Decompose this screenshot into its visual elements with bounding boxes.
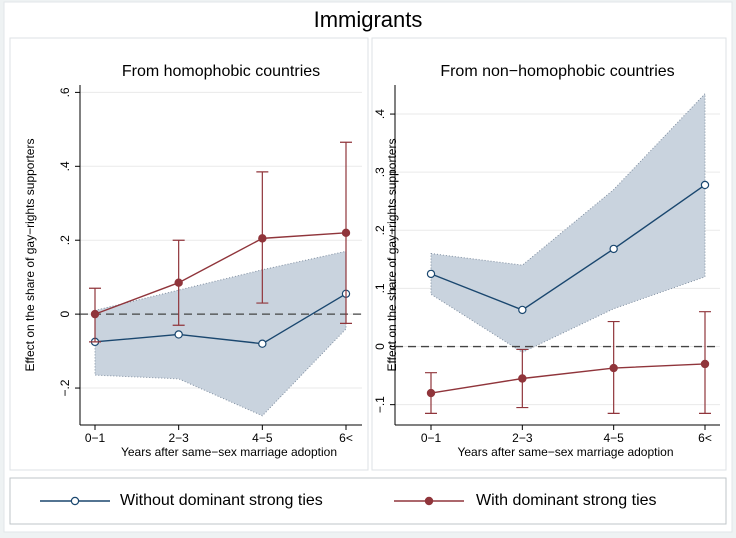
x-tick-label: 0−1 bbox=[421, 431, 442, 445]
x-axis-title: Years after same−sex marriage adoption bbox=[457, 445, 673, 459]
confidence-band bbox=[430, 92, 706, 353]
x-tick-label: 6< bbox=[339, 431, 353, 445]
y-tick-label: 0 bbox=[373, 343, 387, 350]
confidence-band bbox=[94, 250, 347, 417]
x-tick-label: 0−1 bbox=[85, 431, 106, 445]
x-axis-title: Years after same−sex marriage adoption bbox=[121, 445, 337, 459]
y-tick-label: .4 bbox=[373, 109, 387, 119]
point bbox=[518, 374, 527, 383]
y-tick-label: .1 bbox=[373, 283, 387, 293]
series-line bbox=[94, 293, 347, 345]
y-tick-label: 0 bbox=[58, 310, 72, 317]
point bbox=[258, 234, 267, 243]
point bbox=[700, 359, 710, 369]
subtitle: From homophobic countries bbox=[122, 63, 320, 80]
point bbox=[174, 330, 183, 339]
series-line bbox=[430, 184, 706, 311]
point bbox=[426, 388, 436, 398]
subtitle: From non−homophobic countries bbox=[440, 63, 674, 80]
y-tick-label: .6 bbox=[58, 87, 72, 97]
point bbox=[700, 180, 710, 190]
x-tick-label: 4−5 bbox=[252, 431, 273, 445]
legend-label: Without dominant strong ties bbox=[120, 492, 323, 509]
point bbox=[90, 309, 100, 319]
legend-marker bbox=[70, 496, 80, 506]
y-tick-label: −.1 bbox=[373, 396, 387, 413]
x-tick-label: 2−3 bbox=[512, 431, 533, 445]
series-line bbox=[430, 363, 706, 394]
legend-label: With dominant strong ties bbox=[476, 492, 657, 509]
legend-marker bbox=[424, 496, 434, 506]
panel bbox=[9, 37, 369, 471]
point bbox=[426, 269, 436, 279]
x-tick-label: 4−5 bbox=[603, 431, 624, 445]
point bbox=[518, 305, 527, 315]
y-tick-label: .4 bbox=[58, 161, 72, 171]
point bbox=[609, 244, 618, 254]
y-axis-title: Effect on the share of gay−rights suppor… bbox=[23, 139, 37, 372]
y-tick-label: .3 bbox=[373, 167, 387, 177]
series-line bbox=[94, 232, 347, 315]
y-tick-label: .2 bbox=[373, 225, 387, 235]
chart-title: Immigrants bbox=[314, 7, 423, 32]
point bbox=[258, 339, 267, 348]
legend bbox=[9, 477, 727, 525]
x-tick-label: 6< bbox=[698, 431, 712, 445]
point bbox=[341, 228, 351, 238]
y-tick-label: −.2 bbox=[58, 379, 72, 396]
point bbox=[609, 363, 618, 373]
y-axis-title: Effect on the share of gay−rights suppor… bbox=[385, 139, 399, 372]
point bbox=[174, 278, 183, 287]
y-tick-label: .2 bbox=[58, 235, 72, 245]
x-tick-label: 2−3 bbox=[168, 431, 189, 445]
